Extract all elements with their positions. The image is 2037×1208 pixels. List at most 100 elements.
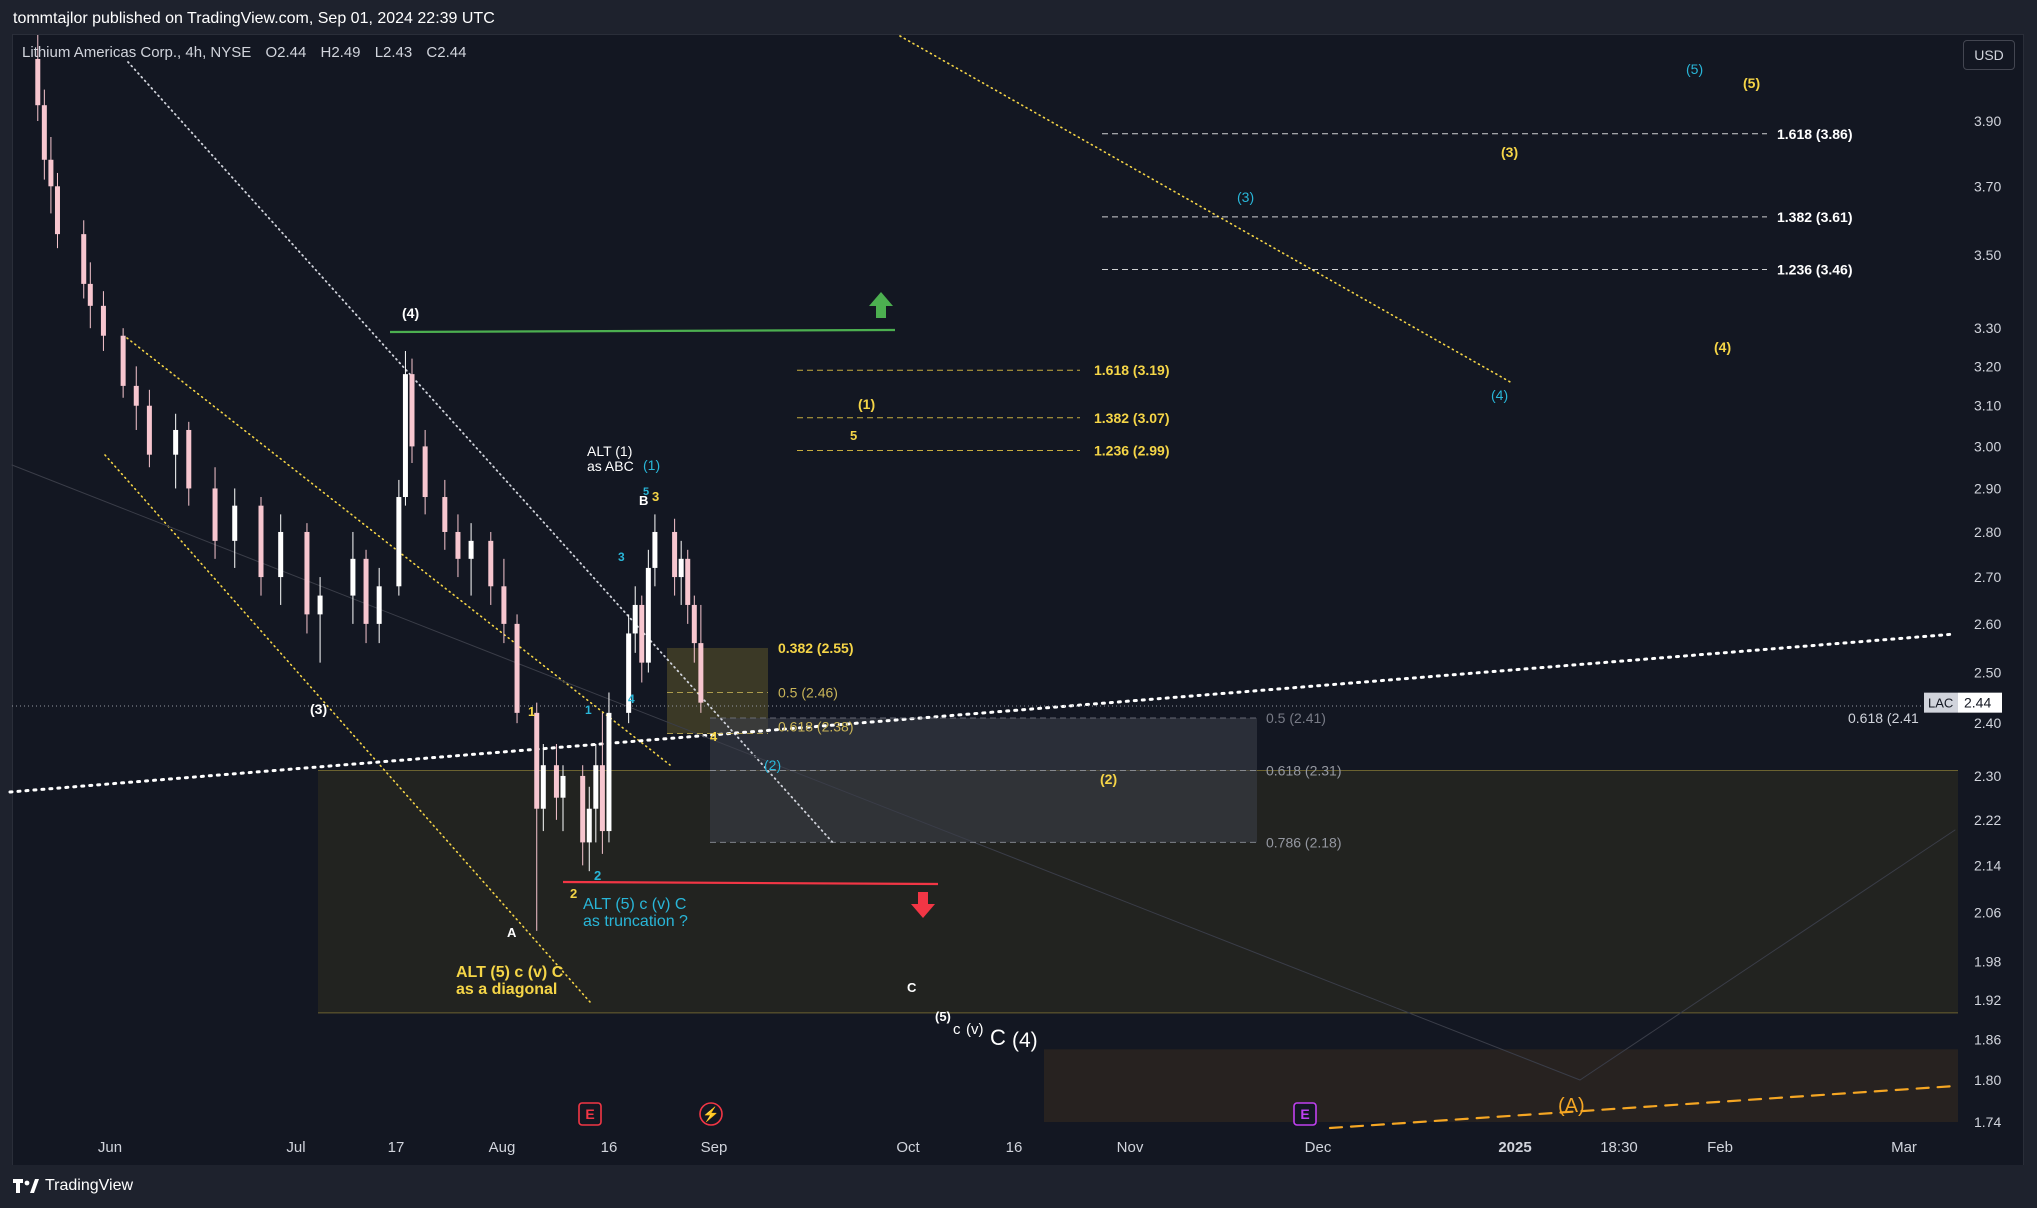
wave-label-9: 4 (628, 692, 635, 706)
candle-body-21 (396, 497, 402, 587)
candle-body-41 (632, 604, 638, 634)
y-tick-13: 2.30 (1974, 768, 2001, 784)
candle-body-19 (363, 558, 369, 624)
low-value: L2.43 (374, 44, 413, 61)
candle-body-49 (698, 643, 704, 703)
red-invalidation-line (562, 880, 939, 886)
candle-body-10 (173, 429, 179, 455)
fib-label-3: 1.618 (3.19) (1094, 362, 1170, 378)
y-tick-10: 2.60 (1974, 616, 2001, 632)
fib-label-5: 1.236 (2.99) (1094, 443, 1170, 459)
faint-diagonal (11, 464, 1581, 1081)
earnings-icon: E (585, 1106, 594, 1122)
fib-label-4: 1.382 (3.07) (1094, 410, 1170, 426)
currency-button[interactable]: USD (1963, 40, 2015, 70)
y-tick-3: 3.30 (1974, 320, 2001, 336)
fib-label-11: 0.786 (2.18) (1266, 834, 1342, 850)
candle-body-13 (232, 505, 238, 541)
candle-body-6 (100, 305, 106, 336)
close-value: C2.44 (426, 44, 467, 61)
wave-label-20: as a diagonal (456, 981, 557, 998)
wave-label-33: (3) (1501, 144, 1518, 160)
wave-label-4: (1) (643, 457, 660, 473)
wave-label-32: (5) (1686, 61, 1703, 77)
x-tick-8: Nov (1117, 1139, 1144, 1156)
tradingview-logo-icon (13, 1179, 39, 1193)
candle-body-45 (672, 531, 678, 578)
wave-label-1: (3) (310, 701, 327, 717)
x-tick-4: 16 (601, 1139, 618, 1156)
fib-label-8: 0.618 (2.38) (778, 719, 854, 735)
candle-body-36 (586, 808, 592, 843)
candle-body-18 (350, 558, 356, 596)
yellow-channel-lower (104, 454, 591, 1003)
lac-tag-bg (1924, 692, 1958, 713)
x-tick-3: Aug (489, 1139, 516, 1156)
candle-body-2 (48, 159, 54, 187)
candle-body-25 (442, 497, 448, 532)
x-tick-1: Jul (286, 1139, 305, 1156)
wave-label-23: c (953, 1021, 961, 1038)
candle-body-5 (87, 283, 93, 306)
y-tick-18: 1.92 (1974, 992, 2001, 1008)
candle-body-42 (639, 604, 645, 663)
candle-body-20 (376, 586, 382, 624)
fib-label-9: 0.5 (2.41) (1266, 710, 1326, 726)
wave-label-5: 5 (643, 486, 649, 498)
wave-label-22: (5) (935, 1009, 951, 1024)
wave-label-31: (4) (1491, 387, 1508, 403)
fib-label-2: 1.236 (3.46) (1777, 261, 1853, 277)
y-tick-12: 2.40 (1974, 715, 2001, 731)
brand-label: TradingView (45, 1177, 134, 1194)
wave-label-34: (4) (1714, 339, 1731, 355)
wave-label-28: 5 (850, 428, 857, 443)
y-tick-14: 2.22 (1974, 812, 2001, 828)
x-tick-10: 2025 (1498, 1139, 1531, 1156)
candle-body-16 (304, 531, 310, 615)
candle-body-0 (35, 58, 41, 106)
candle-body-34 (560, 775, 566, 798)
wave-label-17: ALT (5) c (v) C (583, 896, 686, 913)
footer-bar (0, 1165, 2037, 1208)
candle-body-14 (258, 505, 264, 578)
fib-label-6: 0.382 (2.55) (778, 640, 854, 656)
green-target-line (389, 328, 896, 334)
open-value: O2.44 (265, 44, 307, 61)
y-tick-0: 3.90 (1974, 113, 2001, 129)
x-tick-12: Feb (1707, 1139, 1733, 1156)
y-tick-17: 1.98 (1974, 954, 2001, 970)
candle-body-22 (402, 374, 408, 498)
y-tick-15: 2.14 (1974, 857, 2001, 873)
candle-body-8 (133, 385, 139, 406)
candle-body-29 (501, 586, 507, 624)
candle-body-46 (678, 558, 684, 578)
publisher-text: tommtajlor published on TradingView.com,… (13, 10, 495, 27)
candle-body-4 (81, 234, 87, 284)
candle-body-31 (534, 712, 540, 809)
wave-label-8: 3 (618, 550, 625, 564)
wave-label-19: ALT (5) c (v) C (456, 964, 564, 981)
earnings-icon: E (1300, 1106, 1309, 1122)
y-tick-1: 3.70 (1974, 178, 2001, 194)
candle-body-35 (580, 775, 586, 843)
wave-label-16: A (507, 925, 517, 940)
yellow-trend-right (899, 35, 1513, 384)
wave-label-24: (v) (966, 1021, 984, 1038)
x-tick-2: 17 (388, 1139, 405, 1156)
dividend-bolt-icon: ⚡ (702, 1106, 719, 1123)
candle-body-48 (691, 604, 697, 644)
candle-body-24 (422, 446, 428, 498)
tradingview-brand[interactable]: TradingView (13, 1177, 133, 1195)
x-tick-11: 18:30 (1600, 1139, 1638, 1156)
candle-body-33 (553, 765, 559, 798)
wave-label-29: (2) (1100, 771, 1117, 787)
event-box-2 (1293, 1102, 1317, 1126)
wave-label-14: 2 (594, 868, 601, 883)
target-zone-brown (1044, 1049, 1958, 1122)
candle-body-17 (317, 595, 323, 615)
y-tick-16: 2.06 (1974, 905, 2001, 921)
wave-label-35: (5) (1743, 75, 1760, 91)
retrace-box-grey (710, 717, 1257, 843)
red-down-arrow (911, 892, 935, 918)
